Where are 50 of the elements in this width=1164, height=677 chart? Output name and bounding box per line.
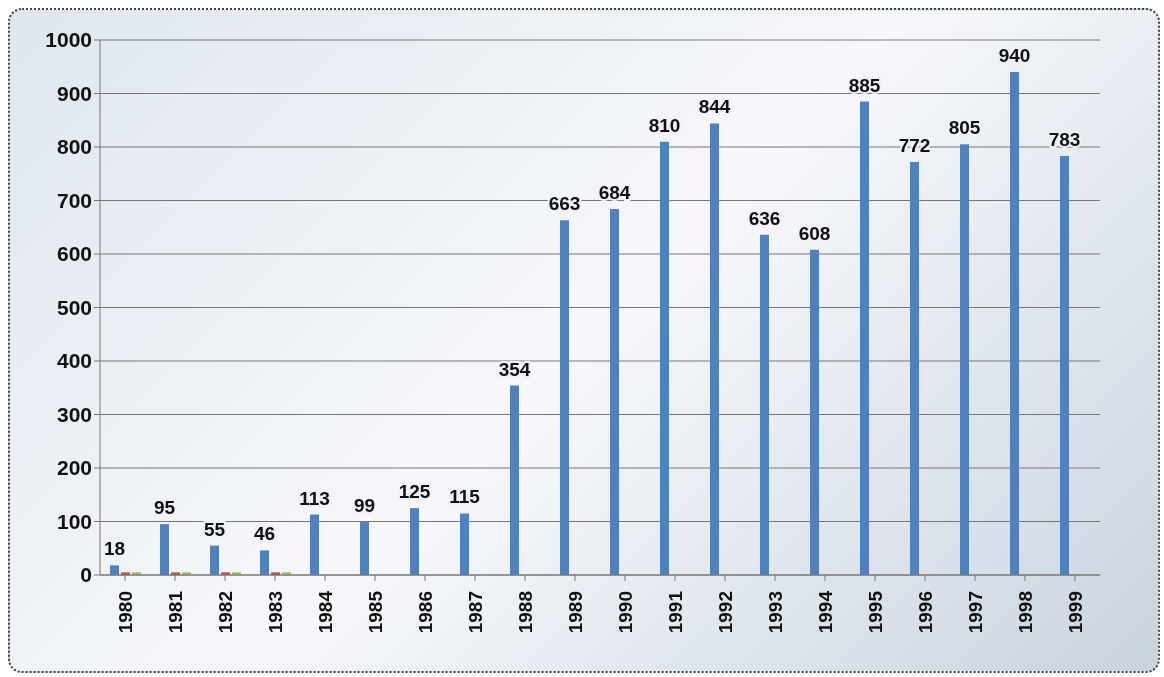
x-tick-label: 1987 bbox=[464, 591, 486, 634]
y-tick-label: 600 bbox=[56, 242, 92, 266]
x-tick-label: 1982 bbox=[214, 591, 236, 634]
y-tick-label: 300 bbox=[56, 402, 92, 426]
x-tick-label: 1988 bbox=[514, 591, 536, 634]
data-label: 55 bbox=[203, 518, 226, 540]
data-label: 810 bbox=[648, 114, 681, 136]
y-tick-label: 400 bbox=[56, 349, 92, 373]
y-tick-label: 700 bbox=[56, 188, 92, 212]
y-tick-label: 0 bbox=[80, 563, 92, 587]
data-label: 772 bbox=[898, 134, 931, 156]
x-tick-label: 1980 bbox=[114, 591, 136, 634]
data-label: 115 bbox=[449, 486, 481, 508]
y-tick-label: 200 bbox=[56, 456, 92, 480]
data-label: 885 bbox=[848, 74, 881, 96]
x-tick-label: 1990 bbox=[614, 591, 636, 634]
x-tick-label: 1995 bbox=[864, 590, 886, 634]
data-label: 99 bbox=[353, 495, 376, 517]
data-label: 684 bbox=[598, 182, 631, 204]
x-tick-label: 1984 bbox=[314, 590, 336, 634]
y-tick-label: 100 bbox=[56, 509, 92, 533]
data-label: 608 bbox=[798, 222, 831, 244]
data-label: 113 bbox=[299, 487, 330, 509]
x-tick-label: 1991 bbox=[664, 590, 686, 634]
x-tick-label: 1989 bbox=[564, 591, 586, 634]
y-tick-label: 800 bbox=[56, 135, 92, 159]
data-label: 844 bbox=[698, 96, 731, 118]
x-tick-label: 1986 bbox=[414, 591, 436, 634]
x-tick-label: 1999 bbox=[1064, 591, 1086, 634]
data-label: 125 bbox=[398, 481, 431, 503]
x-tick-label: 1996 bbox=[914, 591, 936, 634]
data-label: 46 bbox=[253, 523, 276, 545]
x-tick-label: 1997 bbox=[964, 591, 986, 634]
data-label: 940 bbox=[998, 45, 1031, 67]
x-tick-label: 1993 bbox=[764, 591, 786, 634]
data-label: 354 bbox=[498, 358, 531, 380]
x-tick-label: 1992 bbox=[714, 591, 736, 634]
data-label: 18 bbox=[103, 538, 126, 560]
data-label: 95 bbox=[153, 497, 176, 519]
data-label: 636 bbox=[748, 207, 781, 229]
y-tick-label: 500 bbox=[56, 295, 92, 319]
x-tick-label: 1998 bbox=[1014, 591, 1036, 634]
y-tick-label: 900 bbox=[56, 81, 92, 105]
x-tick-label: 1985 bbox=[364, 590, 386, 634]
data-label: 805 bbox=[948, 117, 981, 139]
x-tick-label: 1994 bbox=[814, 590, 836, 634]
data-label: 783 bbox=[1048, 129, 1081, 151]
y-tick-label: 1000 bbox=[45, 28, 92, 52]
x-tick-label: 1981 bbox=[164, 590, 186, 634]
x-tick-label: 1983 bbox=[264, 591, 286, 634]
